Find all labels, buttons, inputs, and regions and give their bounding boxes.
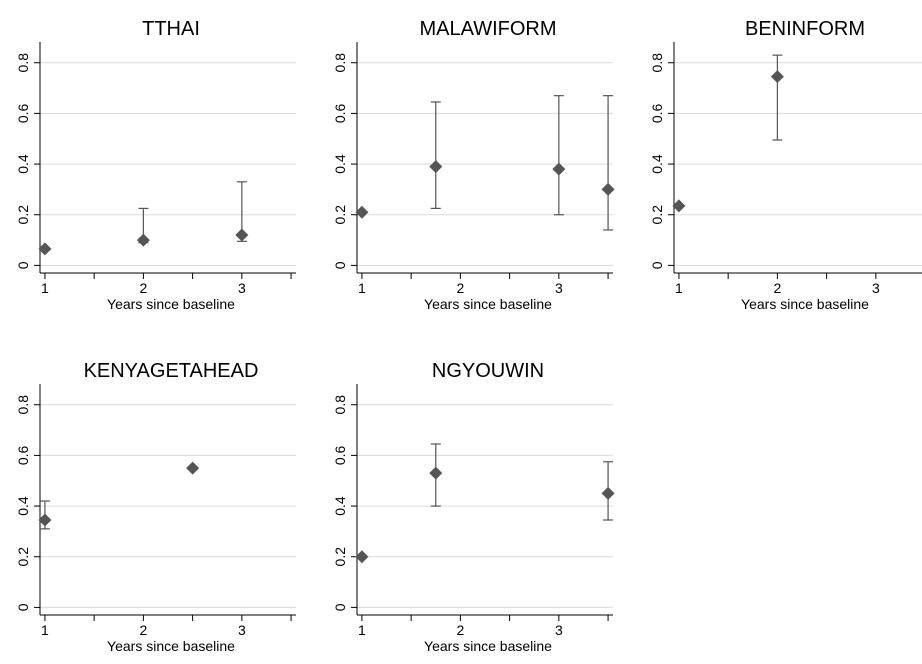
data-point <box>429 466 443 480</box>
y-tick-label: 0 <box>15 603 31 611</box>
x-tick-label: 2 <box>456 280 464 296</box>
y-tick-label: 0 <box>332 261 348 269</box>
data-point <box>38 513 52 527</box>
y-tick-label: 0.2 <box>649 205 665 225</box>
data-point <box>136 233 150 247</box>
y-tick-label: 0.8 <box>332 53 348 73</box>
panel-title: NGYOUWIN <box>432 360 544 382</box>
y-tick-label: 0.6 <box>649 103 665 123</box>
x-axis-title: Years since baseline <box>107 296 235 312</box>
data-point <box>355 205 369 219</box>
x-tick-label: 2 <box>773 280 781 296</box>
x-tick-label: 2 <box>456 622 464 638</box>
x-tick-label: 1 <box>358 280 366 296</box>
x-tick-label: 3 <box>555 280 563 296</box>
panel-title: MALAWIFORM <box>419 18 556 40</box>
y-tick-label: 0.6 <box>15 445 31 465</box>
y-tick-label: 0 <box>15 261 31 269</box>
y-tick-label: 0.4 <box>332 496 348 516</box>
data-point <box>601 182 615 196</box>
x-axis-title: Years since baseline <box>741 296 869 312</box>
x-tick-label: 2 <box>139 280 147 296</box>
data-point <box>770 70 784 84</box>
panel-title: TTHAI <box>142 18 200 40</box>
x-tick-label: 3 <box>872 280 880 296</box>
data-point <box>429 160 443 174</box>
y-tick-label: 0.8 <box>15 53 31 73</box>
y-tick-label: 0.4 <box>15 496 31 516</box>
data-point <box>552 162 566 176</box>
y-tick-label: 0.6 <box>15 103 31 123</box>
x-tick-label: 2 <box>139 622 147 638</box>
x-tick-label: 1 <box>675 280 683 296</box>
y-tick-label: 0.8 <box>15 395 31 415</box>
y-tick-label: 0 <box>649 261 665 269</box>
x-axis-title: Years since baseline <box>424 296 552 312</box>
x-tick-label: 1 <box>41 622 49 638</box>
y-tick-label: 0.6 <box>332 103 348 123</box>
data-point <box>38 242 52 256</box>
y-tick-label: 0.6 <box>332 445 348 465</box>
x-tick-label: 3 <box>555 622 563 638</box>
y-tick-label: 0 <box>332 603 348 611</box>
x-axis-title: Years since baseline <box>107 638 235 654</box>
y-tick-label: 0.2 <box>332 547 348 567</box>
y-tick-label: 0.2 <box>332 205 348 225</box>
data-point <box>355 550 369 564</box>
panel-title: KENYAGETAHEAD <box>84 360 259 382</box>
y-tick-label: 0.4 <box>649 154 665 174</box>
y-tick-label: 0.4 <box>332 154 348 174</box>
data-point <box>601 486 615 500</box>
data-point <box>235 228 249 242</box>
y-tick-label: 0.2 <box>15 547 31 567</box>
data-point <box>186 461 200 475</box>
y-tick-label: 0.8 <box>649 53 665 73</box>
x-axis-title: Years since baseline <box>424 638 552 654</box>
x-tick-label: 3 <box>238 280 246 296</box>
x-tick-label: 1 <box>358 622 366 638</box>
y-tick-label: 0.8 <box>332 395 348 415</box>
data-point <box>672 199 686 213</box>
y-tick-label: 0.2 <box>15 205 31 225</box>
x-tick-label: 1 <box>41 280 49 296</box>
y-tick-label: 0.4 <box>15 154 31 174</box>
x-tick-label: 3 <box>238 622 246 638</box>
panel-title: BENINFORM <box>745 18 865 40</box>
